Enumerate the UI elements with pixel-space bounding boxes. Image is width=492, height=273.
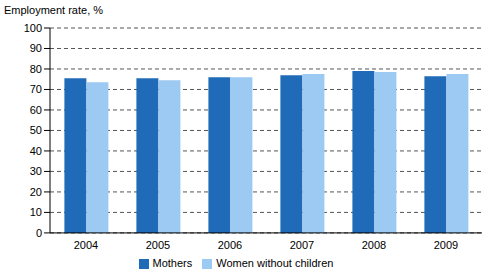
html-text:Employment rate, %: Employment rate, % [4,4,103,16]
svg-text:2004: 2004 [74,239,98,251]
svg-text:90: 90 [30,42,42,54]
svg-text:40: 40 [30,145,42,157]
svg-text:50: 50 [30,124,42,136]
svg-text:60: 60 [30,104,42,116]
svg-text:2009: 2009 [434,239,458,251]
svg-text:2007: 2007 [290,239,314,251]
svg-text:10: 10 [30,206,42,218]
svg-text:100: 100 [24,22,42,34]
svg-text:80: 80 [30,63,42,75]
svg-text:70: 70 [30,83,42,95]
svg-text:0: 0 [36,227,42,239]
html-text:Women without children: Women without children [216,256,334,269]
html-text:Mothers: Mothers [152,256,193,269]
svg-text:2005: 2005 [146,239,170,251]
svg-text:2006: 2006 [218,239,242,251]
svg-text:30: 30 [30,165,42,177]
svg-text:20: 20 [30,186,42,198]
svg-text:2008: 2008 [362,239,386,251]
